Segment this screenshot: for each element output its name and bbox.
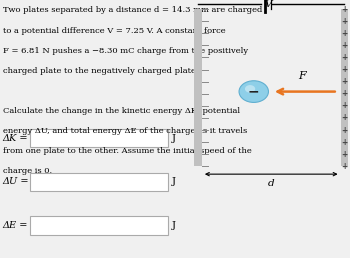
Text: F = 6.81 N pushes a −8.30 mC charge from the positively: F = 6.81 N pushes a −8.30 mC charge from… xyxy=(3,47,248,55)
Text: charged plate to the negatively charged plate.: charged plate to the negatively charged … xyxy=(3,67,198,75)
Text: Calculate the change in the kinetic energy ΔK, potential: Calculate the change in the kinetic ener… xyxy=(3,107,240,115)
Text: +: + xyxy=(341,41,348,50)
Text: J: J xyxy=(172,134,176,142)
Text: +: + xyxy=(341,162,348,171)
Bar xyxy=(30,129,168,147)
Text: +: + xyxy=(341,150,348,159)
Bar xyxy=(30,216,168,235)
Text: F: F xyxy=(298,71,306,81)
Bar xyxy=(30,173,168,191)
Text: +: + xyxy=(341,77,348,86)
Text: +: + xyxy=(341,89,348,98)
Text: ΔU =: ΔU = xyxy=(3,178,29,186)
Text: +: + xyxy=(341,101,348,110)
Text: charge is 0.: charge is 0. xyxy=(3,167,52,175)
Text: d: d xyxy=(268,179,274,188)
Text: from one plate to the other. Assume the initial speed of the: from one plate to the other. Assume the … xyxy=(3,147,252,155)
Text: ΔE =: ΔE = xyxy=(3,221,28,230)
Text: −: − xyxy=(248,85,260,99)
Text: +: + xyxy=(341,53,348,62)
Text: +: + xyxy=(341,138,348,147)
Text: V: V xyxy=(264,0,272,9)
Text: J: J xyxy=(172,221,176,230)
Text: to a potential difference V = 7.25 V. A constant force: to a potential difference V = 7.25 V. A … xyxy=(3,27,225,35)
Text: ΔK =: ΔK = xyxy=(3,134,28,142)
Bar xyxy=(341,9,348,166)
Text: J: J xyxy=(172,178,176,186)
Text: +: + xyxy=(341,5,348,13)
Bar xyxy=(194,9,202,166)
Circle shape xyxy=(245,85,255,93)
Text: +: + xyxy=(341,29,348,38)
Text: +: + xyxy=(341,126,348,135)
Text: +: + xyxy=(341,114,348,123)
Text: Two plates separated by a distance d = 14.3 mm are charged: Two plates separated by a distance d = 1… xyxy=(3,6,262,14)
Circle shape xyxy=(239,81,268,102)
Text: +: + xyxy=(341,17,348,26)
Text: energy ΔU, and total energy ΔE of the charge as it travels: energy ΔU, and total energy ΔE of the ch… xyxy=(3,127,247,135)
Text: +: + xyxy=(341,65,348,74)
